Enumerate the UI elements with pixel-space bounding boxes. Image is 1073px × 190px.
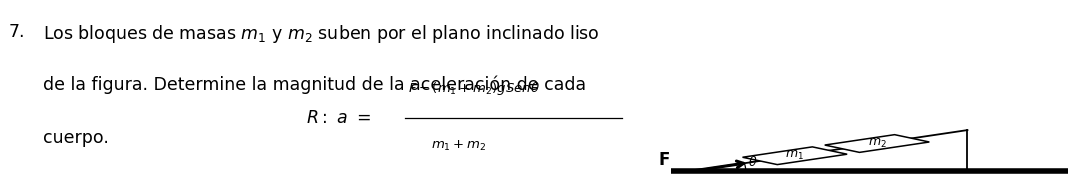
Text: $m_1+m_2$: $m_1+m_2$ <box>431 139 486 153</box>
Text: $m_1$: $m_1$ <box>785 149 805 162</box>
Text: $F-(m_1+m_2)gSen\theta$: $F-(m_1+m_2)gSen\theta$ <box>408 80 540 97</box>
Text: cuerpo.: cuerpo. <box>43 129 108 147</box>
Text: de la figura. Determine la magnitud de la aceleración de cada: de la figura. Determine la magnitud de l… <box>43 76 586 94</box>
Polygon shape <box>825 135 929 152</box>
Text: $m_2$: $m_2$ <box>868 137 886 150</box>
Text: $R{:}\ a\ =$: $R{:}\ a\ =$ <box>306 109 370 127</box>
Text: 7.: 7. <box>9 23 25 41</box>
Text: Los bloques de masas $m_1$ y $m_2$ suben por el plano inclinado liso: Los bloques de masas $m_1$ y $m_2$ suben… <box>43 23 600 45</box>
Text: $\mathbf{F}$: $\mathbf{F}$ <box>659 151 671 169</box>
Polygon shape <box>743 147 848 165</box>
Text: $\theta$: $\theta$ <box>748 155 758 169</box>
